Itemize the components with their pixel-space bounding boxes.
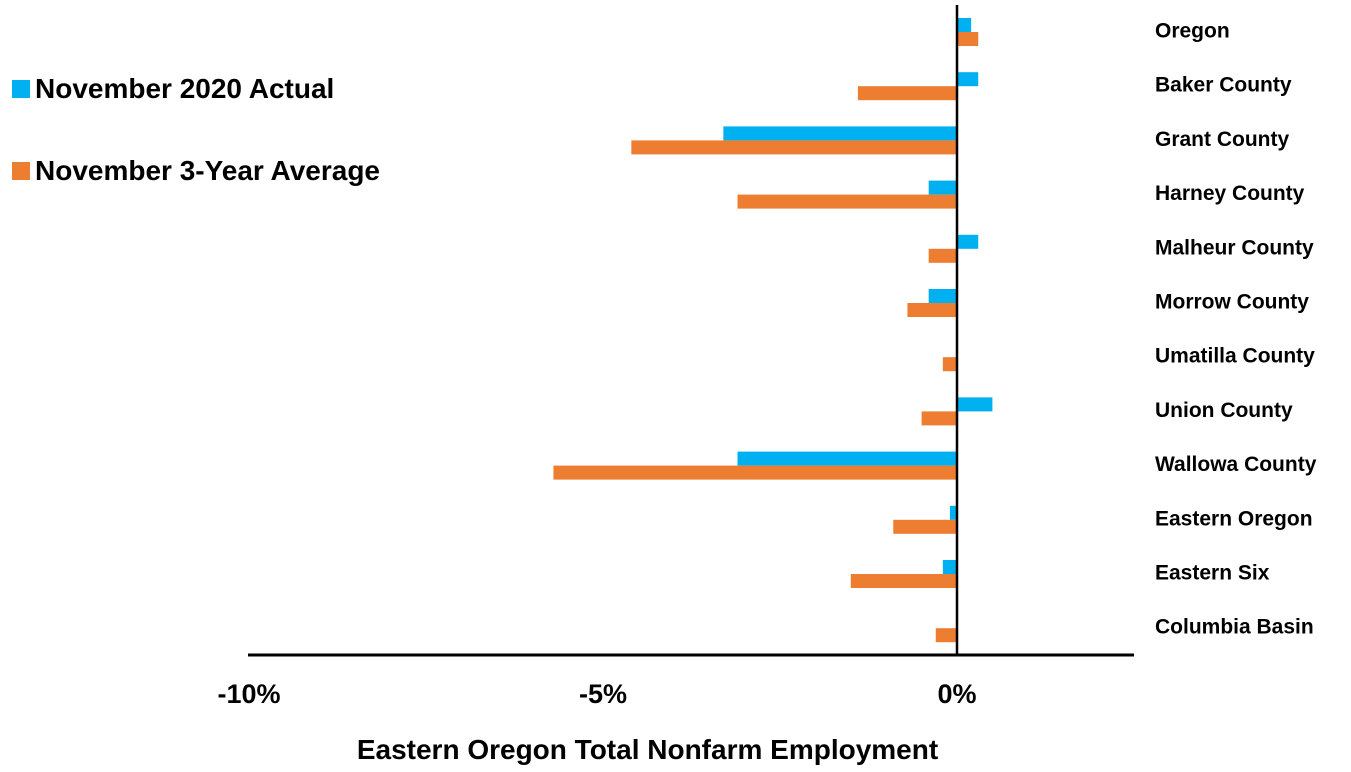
category-label-morrow-county: Morrow County [1155, 291, 1309, 314]
bar-actual-harney-county [928, 180, 957, 195]
x-tick-label: 0% [937, 679, 976, 709]
bar-actual-wallowa-county [737, 451, 957, 466]
bar-average-union-county [921, 411, 957, 426]
legend-item-average: November 3-Year Average [12, 154, 380, 188]
category-label-grant-county: Grant County [1155, 128, 1289, 151]
category-label-oregon: Oregon [1155, 20, 1230, 43]
legend: November 2020 Actual November 3-Year Ave… [12, 72, 380, 236]
bar-average-umatilla-county [942, 357, 957, 372]
bar-average-eastern-oregon [893, 519, 957, 534]
legend-label-actual: November 2020 Actual [35, 73, 335, 104]
category-label-eastern-six: Eastern Six [1155, 562, 1270, 585]
bar-actual-morrow-county [928, 289, 957, 303]
bar-average-oregon [957, 32, 979, 46]
bar-actual-eastern-oregon [949, 505, 957, 520]
category-label-baker-county: Baker County [1155, 74, 1292, 97]
legend-item-actual: November 2020 Actual [12, 72, 380, 106]
x-axis-title-text: Eastern Oregon Total Nonfarm Employment [356, 734, 939, 765]
category-label-union-county: Union County [1155, 399, 1293, 422]
legend-swatch-actual [12, 80, 30, 98]
x-axis-title: Eastern Oregon Total Nonfarm Employment [0, 734, 1351, 766]
x-tick-label: -10% [217, 679, 280, 709]
category-label-eastern-oregon: Eastern Oregon [1155, 507, 1313, 530]
bar-average-eastern-six [850, 574, 957, 588]
bar-actual-grant-county [723, 126, 957, 141]
category-label-wallowa-county: Wallowa County [1155, 453, 1317, 476]
bar-average-malheur-county [928, 248, 957, 263]
bar-actual-eastern-six [942, 560, 957, 574]
bar-average-harney-county [737, 194, 957, 209]
bar-actual-union-county [957, 397, 993, 412]
bar-average-morrow-county [907, 303, 957, 317]
bar-actual-baker-county [957, 72, 979, 87]
category-label-umatilla-county: Umatilla County [1155, 345, 1315, 368]
bar-average-baker-county [857, 86, 957, 101]
category-label-harney-county: Harney County [1155, 182, 1305, 205]
legend-swatch-average [12, 162, 30, 180]
bar-average-grant-county [631, 140, 957, 155]
category-label-malheur-county: Malheur County [1155, 236, 1314, 259]
x-tick-label: -5% [579, 679, 627, 709]
bar-actual-malheur-county [957, 234, 979, 249]
bar-average-columbia-basin [935, 628, 957, 643]
legend-label-average: November 3-Year Average [35, 155, 380, 186]
bar-average-wallowa-county [553, 465, 957, 480]
category-label-columbia-basin: Columbia Basin [1155, 616, 1314, 639]
bar-actual-oregon [957, 18, 972, 32]
